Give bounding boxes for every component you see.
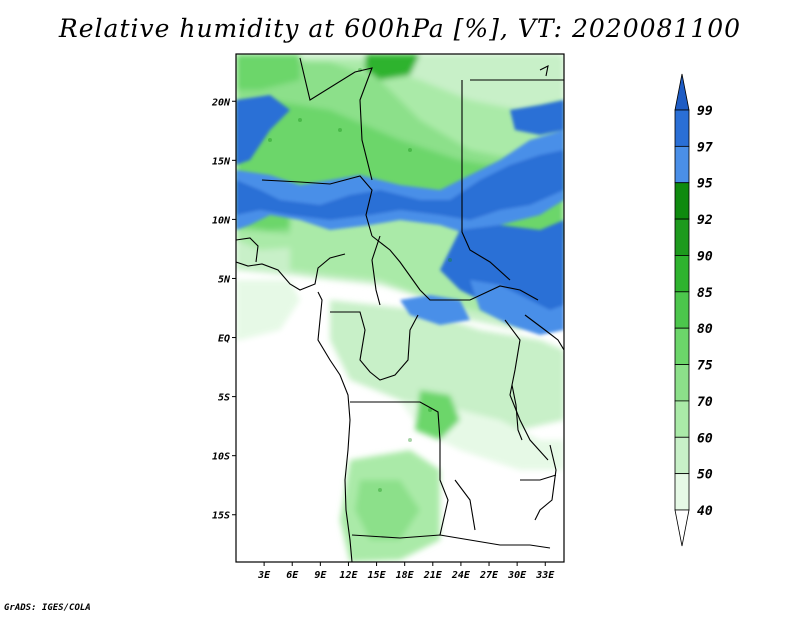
coast-red-sea — [539, 65, 549, 77]
colorbar-box — [674, 327, 690, 365]
border-sahel — [261, 175, 373, 237]
colorbar-box — [674, 73, 690, 111]
border-zambia-west — [454, 479, 476, 531]
y-tick-label: EQ — [218, 334, 230, 345]
coastlines-and-borders — [236, 57, 564, 562]
plot-frame — [235, 53, 565, 563]
chart-title: Relative humidity at 600hPa [%], VT: 202… — [58, 14, 742, 43]
colorbar-label: 97 — [697, 140, 713, 155]
y-tick-label: 5S — [218, 393, 230, 404]
colorbar-label: 40 — [697, 504, 713, 519]
lake-tanganyika — [511, 384, 523, 441]
colorbar: 40 50 60 70 75 80 85 90 92 95 97 99 — [674, 73, 713, 547]
x-axis: 3E 6E 9E 12E 15E 18E 21E 24E 27E 30E 33E — [257, 562, 555, 581]
colorbar-label: 85 — [697, 286, 713, 301]
central-africa-coast — [317, 291, 353, 562]
colorbar-box — [674, 218, 690, 256]
colorbar-box — [674, 145, 690, 184]
border-angola — [350, 401, 449, 536]
credit-text: GrADS: IGES/COLA — [4, 603, 91, 613]
colorbar-box — [674, 364, 690, 402]
x-tick-label: 3E — [257, 570, 271, 581]
border-guinea — [236, 237, 259, 263]
x-tick-label: 12E — [339, 570, 358, 581]
colorbar-label: 99 — [697, 104, 713, 119]
y-axis: 20N 15N 10N 5N EQ 5S 10S 15S — [211, 97, 236, 522]
y-tick-label: 15S — [212, 511, 230, 522]
border-zambia — [520, 474, 557, 481]
west-africa-coast — [236, 253, 346, 291]
x-tick-label: 6E — [286, 570, 299, 581]
colorbar-label: 70 — [697, 395, 713, 410]
x-tick-label: 27E — [479, 570, 499, 581]
x-tick-label: 18E — [396, 570, 415, 581]
y-tick-label: 10S — [212, 452, 230, 463]
border-east — [504, 319, 549, 461]
lake-malawi — [534, 444, 557, 521]
y-tick-label: 20N — [211, 97, 231, 108]
border-sudan — [461, 80, 511, 281]
colorbar-box — [674, 182, 690, 220]
y-tick-label: 15N — [212, 156, 231, 167]
x-tick-label: 30E — [507, 570, 527, 581]
y-tick-label: 10N — [212, 215, 231, 226]
colorbar-box — [674, 291, 690, 329]
border-central — [371, 235, 539, 301]
colorbar-box — [674, 255, 690, 293]
x-tick-label: 15E — [368, 570, 387, 581]
colorbar-label: 90 — [697, 249, 713, 264]
border-congo — [330, 311, 419, 381]
humidity-field — [236, 54, 564, 562]
border-north — [299, 57, 373, 181]
x-tick-label: 24E — [451, 570, 471, 581]
colorbar-label: 95 — [697, 177, 713, 192]
colorbar-label: 92 — [697, 213, 713, 228]
colorbar-box — [674, 436, 690, 475]
colorbar-box — [674, 109, 690, 147]
colorbar-box — [674, 400, 690, 438]
colorbar-box — [674, 473, 690, 511]
y-tick-label: 5N — [218, 274, 231, 285]
x-tick-label: 21E — [423, 570, 443, 581]
colorbar-label: 80 — [697, 322, 713, 337]
border-south — [351, 534, 551, 549]
colorbar-label: 75 — [697, 359, 713, 374]
x-tick-label: 9E — [314, 570, 327, 581]
border-cameroon — [371, 235, 381, 306]
colorbar-label: 60 — [697, 431, 713, 446]
border-lake-victoria — [524, 314, 564, 351]
x-tick-label: 33E — [535, 570, 555, 581]
humidity-blue-shading — [236, 95, 564, 335]
colorbar-box — [674, 509, 690, 547]
colorbar-label: 50 — [697, 468, 713, 483]
